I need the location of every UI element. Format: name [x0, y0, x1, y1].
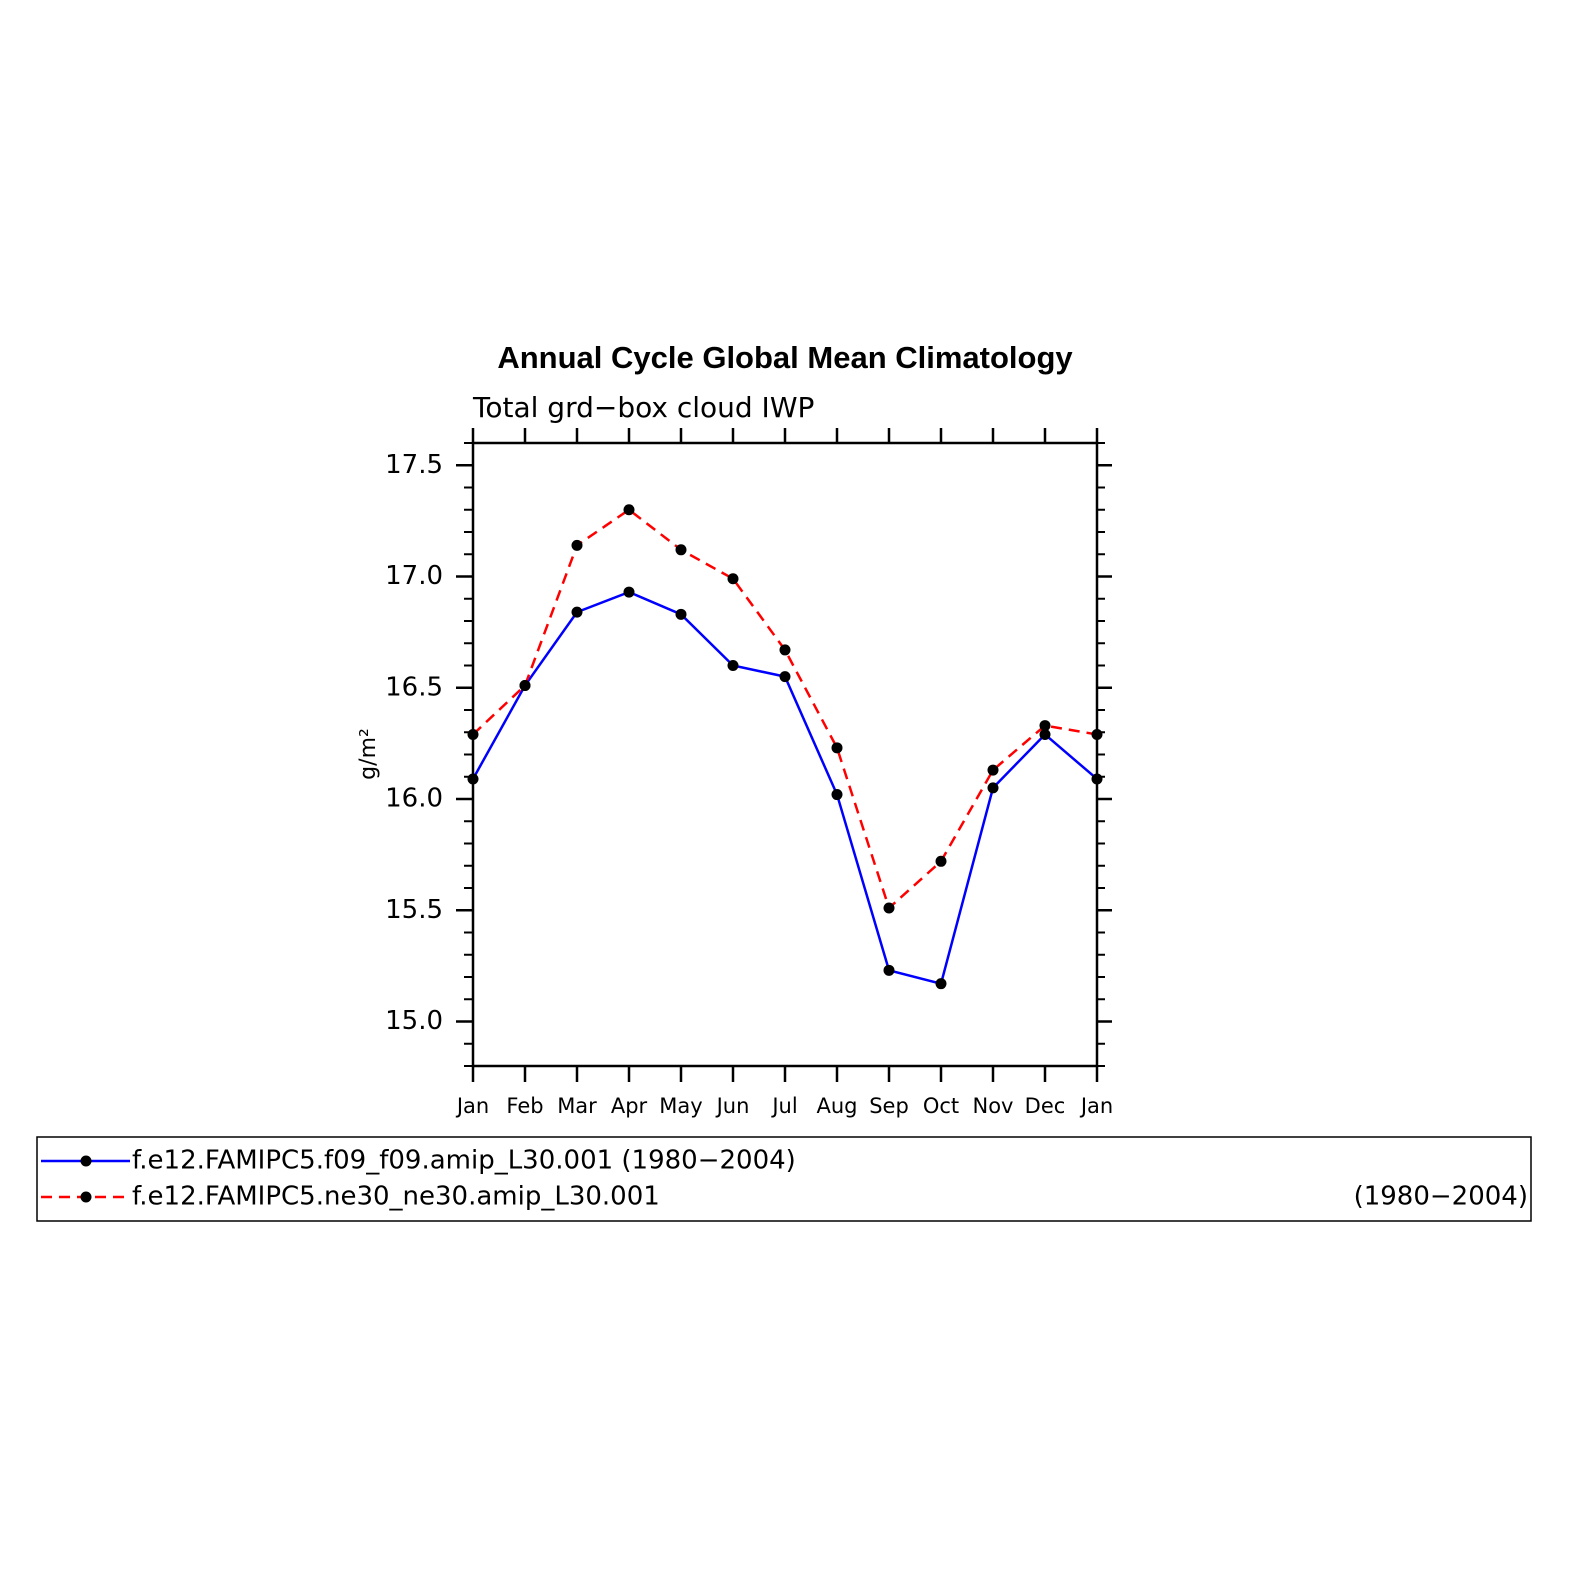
data-point	[935, 978, 947, 990]
data-point	[467, 773, 479, 785]
data-point	[727, 660, 739, 671]
legend-box	[36, 1136, 1532, 1222]
chart-subtitle: Total grd−box cloud IWP	[472, 391, 814, 424]
legend-marker	[80, 1155, 92, 1167]
chart-title: Annual Cycle Global Mean Climatology	[497, 340, 1073, 375]
x-tick-label: Sep	[869, 1094, 909, 1118]
data-point	[467, 728, 479, 740]
plot-frame	[471, 441, 1099, 1068]
y-tick-label: 15.0	[385, 1006, 443, 1036]
y-tick-label: 17.5	[385, 450, 443, 480]
x-tick-label: Jan	[1079, 1094, 1113, 1118]
legend-marker	[80, 1191, 92, 1203]
data-point	[831, 742, 843, 754]
legend-label: f.e12.FAMIPC5.f09_f09.amip_L30.001 (1980…	[132, 1146, 796, 1176]
data-point	[519, 680, 531, 692]
data-point	[1091, 728, 1103, 740]
y-axis-label: g/m²	[356, 728, 381, 780]
data-point	[571, 606, 583, 618]
x-tick-label: Nov	[973, 1094, 1014, 1118]
x-tick-label: Aug	[816, 1094, 857, 1118]
data-point	[779, 671, 791, 683]
data-point	[1091, 773, 1103, 785]
data-point	[987, 764, 999, 776]
y-tick-label: 16.0	[385, 784, 443, 814]
data-point	[883, 902, 895, 914]
x-tick-label: Apr	[611, 1094, 648, 1118]
x-tick-label: Oct	[923, 1094, 959, 1118]
data-point	[1039, 728, 1051, 740]
data-point	[883, 964, 895, 976]
data-point	[623, 504, 635, 516]
data-point	[727, 573, 739, 585]
x-tick-label: Jul	[770, 1094, 797, 1118]
y-tick-label: 16.5	[385, 672, 443, 702]
y-tick-label: 17.0	[385, 561, 443, 591]
x-tick-label: May	[659, 1094, 702, 1118]
data-point	[1039, 720, 1051, 732]
data-point	[935, 855, 947, 867]
data-point	[675, 544, 687, 556]
data-point	[831, 789, 843, 801]
legend-label: f.e12.FAMIPC5.ne30_ne30.amip_L30.001	[132, 1182, 660, 1212]
data-point	[623, 586, 635, 598]
data-point	[571, 539, 583, 551]
data-point	[675, 608, 687, 620]
x-tick-label: Jun	[715, 1094, 750, 1118]
legend-period: (1980−2004)	[1354, 1182, 1528, 1212]
y-tick-label: 15.5	[385, 895, 443, 925]
series-line	[472, 508, 1098, 911]
x-tick-label: Dec	[1025, 1094, 1066, 1118]
data-point	[779, 644, 791, 656]
x-tick-label: Mar	[557, 1094, 597, 1118]
x-tick-label: Feb	[506, 1094, 543, 1118]
data-point	[987, 782, 999, 794]
x-tick-label: Jan	[455, 1094, 489, 1118]
